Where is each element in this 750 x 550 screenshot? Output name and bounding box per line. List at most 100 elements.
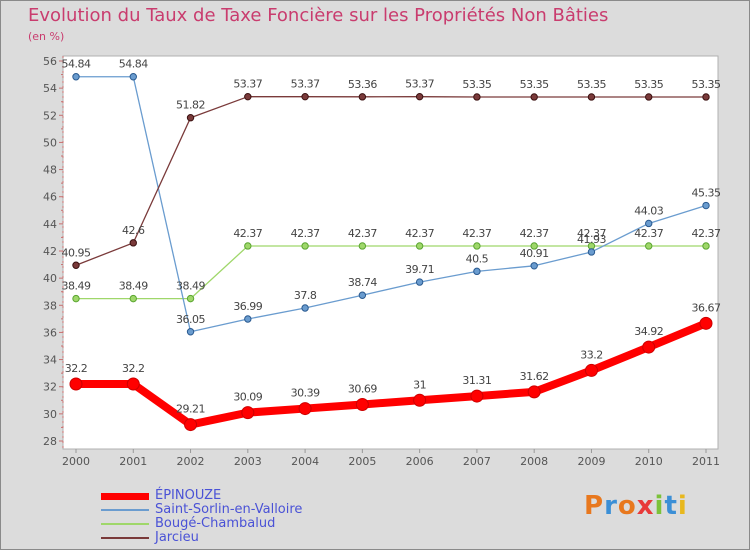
series-point-0 xyxy=(184,418,198,432)
series-line-3 xyxy=(75,96,706,266)
series-line-1 xyxy=(76,76,707,333)
series-point-2 xyxy=(358,242,367,250)
legend-swatch xyxy=(101,537,149,539)
legend-label: Saint-Sorlin-en-Valloire xyxy=(155,502,303,517)
series-point-3 xyxy=(530,93,538,101)
legend-label: Jarcieu xyxy=(155,530,199,545)
y-tick-label: 54 xyxy=(43,82,57,95)
data-label: 53.36 xyxy=(348,78,377,91)
data-label: 53.35 xyxy=(462,78,491,91)
series-point-1 xyxy=(587,248,596,256)
logo-letter: i xyxy=(677,491,688,521)
data-label: 42.37 xyxy=(405,227,434,240)
data-label: 31 xyxy=(413,378,426,391)
data-label: 31.62 xyxy=(520,370,549,383)
series-point-1 xyxy=(244,315,252,323)
data-label: 38.74 xyxy=(348,276,377,289)
series-point-3 xyxy=(129,239,137,247)
data-label: 42.37 xyxy=(291,227,320,240)
series-point-3 xyxy=(645,93,653,101)
series-point-2 xyxy=(415,242,424,250)
series-point-2 xyxy=(129,294,137,303)
data-label: 53.35 xyxy=(520,78,549,91)
y-tick-label: 50 xyxy=(43,136,57,149)
series-point-3 xyxy=(473,93,481,101)
series-point-1 xyxy=(702,201,710,210)
legend-item: Bougé-Chambalud xyxy=(101,516,401,531)
data-label: 38.49 xyxy=(176,280,205,293)
series-point-3 xyxy=(358,93,367,101)
data-label: 36.05 xyxy=(176,313,205,326)
y-tick-label: 56 xyxy=(43,55,57,68)
data-label: 53.37 xyxy=(405,78,434,91)
series-point-0 xyxy=(413,393,427,407)
data-label: 33.2 xyxy=(580,348,603,361)
data-label: 53.35 xyxy=(634,78,663,91)
data-label: 53.35 xyxy=(692,78,721,91)
data-label: 42.37 xyxy=(233,227,262,240)
series-point-1 xyxy=(358,291,367,299)
data-label: 51.82 xyxy=(176,99,205,112)
y-tick-label: 36 xyxy=(43,326,57,339)
data-label: 53.35 xyxy=(577,78,606,91)
series-point-2 xyxy=(186,294,195,303)
series-point-0 xyxy=(584,363,598,377)
series-point-0 xyxy=(126,377,140,391)
series-point-1 xyxy=(301,304,309,312)
y-tick-label: 28 xyxy=(43,435,57,448)
data-label: 42.37 xyxy=(462,227,491,240)
x-tick-label: 2010 xyxy=(635,455,663,468)
data-label: 42.6 xyxy=(122,224,145,237)
series-point-2 xyxy=(645,242,653,250)
legend-swatch xyxy=(101,523,149,525)
y-tick-label: 32 xyxy=(43,381,57,394)
plot-area xyxy=(62,55,719,450)
y-tick-label: 48 xyxy=(43,164,57,177)
legend-swatch xyxy=(101,509,149,511)
x-tick-label: 2001 xyxy=(119,455,147,468)
series-point-1 xyxy=(186,328,195,336)
unit-label: (en %) xyxy=(28,30,65,43)
legend-item: ÉPINOUZE xyxy=(101,488,401,503)
data-label: 32.2 xyxy=(65,362,88,375)
legend-label: ÉPINOUZE xyxy=(155,488,222,503)
legend-label: Bougé-Chambalud xyxy=(155,516,276,531)
series-point-1 xyxy=(129,73,137,81)
series-point-0 xyxy=(298,402,312,416)
series-point-1 xyxy=(72,73,80,81)
series-point-2 xyxy=(473,242,481,250)
series-point-0 xyxy=(527,385,541,399)
data-label: 39.71 xyxy=(405,263,434,276)
series-point-1 xyxy=(645,219,653,228)
series-point-3 xyxy=(301,92,309,101)
x-tick-label: 2011 xyxy=(692,455,720,468)
series-point-0 xyxy=(642,340,656,354)
data-label: 40.91 xyxy=(520,247,549,260)
series-point-3 xyxy=(186,114,195,122)
data-label: 34.92 xyxy=(634,325,663,338)
data-label: 38.49 xyxy=(119,280,148,293)
legend-swatch xyxy=(101,493,149,500)
legend: ÉPINOUZE Saint-Sorlin-en-Valloire Bougé-Ch… xyxy=(101,488,401,545)
logo-letter: r xyxy=(604,491,618,521)
data-label: 30.69 xyxy=(348,382,377,395)
y-tick-label: 40 xyxy=(43,272,57,285)
logo-letter: o xyxy=(617,491,637,521)
series-point-1 xyxy=(530,262,538,270)
series-point-2 xyxy=(530,242,538,250)
series-line-0 xyxy=(76,319,708,429)
logo-letter: i xyxy=(654,491,665,521)
data-label: 42.37 xyxy=(577,227,606,240)
series-point-0 xyxy=(355,397,369,411)
proxiti-logo: Proxiti xyxy=(584,491,688,521)
series-line-2 xyxy=(76,245,706,300)
data-label: 42.37 xyxy=(634,227,663,240)
data-label: 37.8 xyxy=(294,289,317,302)
y-tick-label: 52 xyxy=(43,109,57,122)
series-point-0 xyxy=(470,389,484,403)
series-point-3 xyxy=(244,92,252,101)
data-label: 36.99 xyxy=(233,300,262,313)
data-label: 53.37 xyxy=(291,78,320,91)
data-label: 54.84 xyxy=(62,58,91,71)
